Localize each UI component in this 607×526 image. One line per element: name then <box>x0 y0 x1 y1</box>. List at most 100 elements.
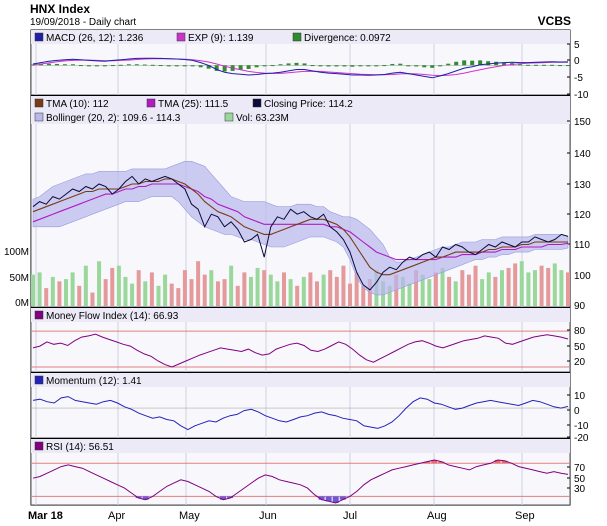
macd-line <box>32 57 569 79</box>
divergence-bar <box>158 65 163 67</box>
plot-area <box>31 387 570 438</box>
oversold-fill <box>332 496 339 503</box>
overbought-fill <box>494 459 501 464</box>
divergence-bar <box>422 65 427 68</box>
rsi-line <box>32 459 569 504</box>
volume-bar <box>196 261 201 306</box>
overbought-fill <box>424 461 431 464</box>
volume-bar <box>57 281 62 306</box>
divergence-bar <box>502 62 507 66</box>
divergence-bar <box>414 65 419 67</box>
mfi-line <box>32 333 569 368</box>
x-tick-label: Sep <box>515 510 535 522</box>
volume-bar <box>301 276 306 306</box>
volume-bar <box>559 270 564 306</box>
oversold-fill <box>318 496 325 500</box>
closing-price-line <box>32 175 569 291</box>
divergence-bar <box>358 65 363 67</box>
chart-title: HNX Index <box>30 2 90 16</box>
divergence-bar <box>142 64 147 66</box>
volume-bar <box>44 288 49 306</box>
divergence-bar <box>518 64 523 66</box>
divergence-bar <box>486 61 491 66</box>
divergence-bar <box>406 65 411 67</box>
volume-bar <box>202 274 207 306</box>
volume-bar <box>539 265 544 306</box>
divergence-bar <box>246 65 251 69</box>
tma25-swatch-icon <box>146 98 156 108</box>
divergence-bar <box>166 65 171 67</box>
divergence-bar <box>438 65 443 67</box>
brand-label: VCBS <box>538 14 571 28</box>
volume-bar <box>460 270 465 306</box>
divergence-bar <box>31 64 35 66</box>
divergence-bar <box>174 65 179 67</box>
volume-bar <box>103 279 108 306</box>
y-tick-label: 5 <box>574 40 580 51</box>
mfi-swatch-icon <box>34 310 44 320</box>
volume-bar <box>466 274 471 306</box>
y-tick-label: 50 <box>574 342 586 353</box>
divergence-bar <box>46 63 51 66</box>
volume-bar <box>499 270 504 306</box>
mfi-panel: Money Flow Index (14): 66.93 80 50 20 <box>30 307 586 373</box>
volume-bar <box>268 274 273 306</box>
price-panel: TMA (10): 112 TMA (25): 111.5 Closing Pric… <box>4 95 591 312</box>
divergence-bar <box>126 64 131 66</box>
volume-bar <box>334 276 339 306</box>
divergence-bar <box>206 65 211 69</box>
volume-bar <box>348 283 353 306</box>
divergence-bar <box>366 65 371 67</box>
oversold-fill <box>135 496 142 499</box>
volume-tick-label: 0M <box>15 298 29 309</box>
volume-bar <box>83 265 88 306</box>
volume-bar <box>176 288 181 306</box>
momentum-swatch-icon <box>34 375 44 385</box>
volume-bar <box>407 283 412 306</box>
divergence-bar <box>150 64 155 66</box>
volume-bar <box>361 285 366 306</box>
plot-area <box>31 453 570 505</box>
plot-area <box>31 322 570 372</box>
volume-bar <box>242 272 247 306</box>
volume-bar <box>169 283 174 306</box>
volume-bar <box>143 281 148 306</box>
divergence-bar <box>78 65 83 67</box>
y-tick-label: -10 <box>574 421 589 432</box>
divergence-bar <box>54 63 59 66</box>
y-tick-label: 20 <box>574 357 586 368</box>
macd-swatch-icon <box>34 32 44 42</box>
divergence-bar <box>110 65 115 67</box>
volume-bar <box>321 274 326 306</box>
volume-bar <box>255 267 260 306</box>
divergence-bar <box>558 65 563 67</box>
y-tick-label: -20 <box>574 433 589 444</box>
volume-bar <box>440 267 445 306</box>
divergence-bar <box>38 63 43 66</box>
volume-bar <box>209 270 214 306</box>
volume-bar <box>222 279 227 306</box>
y-tick-label: 0 <box>574 406 580 417</box>
volume-bar <box>394 274 399 306</box>
divergence-bar <box>470 60 475 66</box>
divergence-bar <box>214 65 219 71</box>
legend-label: Closing Price: 114.2 <box>264 99 353 110</box>
divergence-bar <box>134 64 139 66</box>
volume-bar <box>341 265 346 306</box>
divergence-bar <box>118 64 123 66</box>
y-tick-label: 10 <box>574 391 586 402</box>
volume-bar <box>447 276 452 306</box>
divergence-bar <box>350 65 355 67</box>
divergence-bar <box>254 65 259 68</box>
exp-swatch-icon <box>176 32 186 42</box>
x-axis: Mar 18 Apr May Jun Jul Aug Sep <box>28 510 535 522</box>
close-swatch-icon <box>252 98 262 108</box>
legend-label: MACD (26, 12): 1.236 <box>46 33 144 44</box>
panels: MACD (26, 12): 1.236 EXP (9): 1.139 Diverg… <box>4 29 591 506</box>
divergence-bar <box>454 61 459 66</box>
divergence-bar <box>446 63 451 66</box>
y-tick-label: 0 <box>574 56 580 67</box>
divergence-bar <box>550 64 555 66</box>
legend-label: Bollinger (20, 2): 109.6 - 114.3 <box>46 113 181 124</box>
